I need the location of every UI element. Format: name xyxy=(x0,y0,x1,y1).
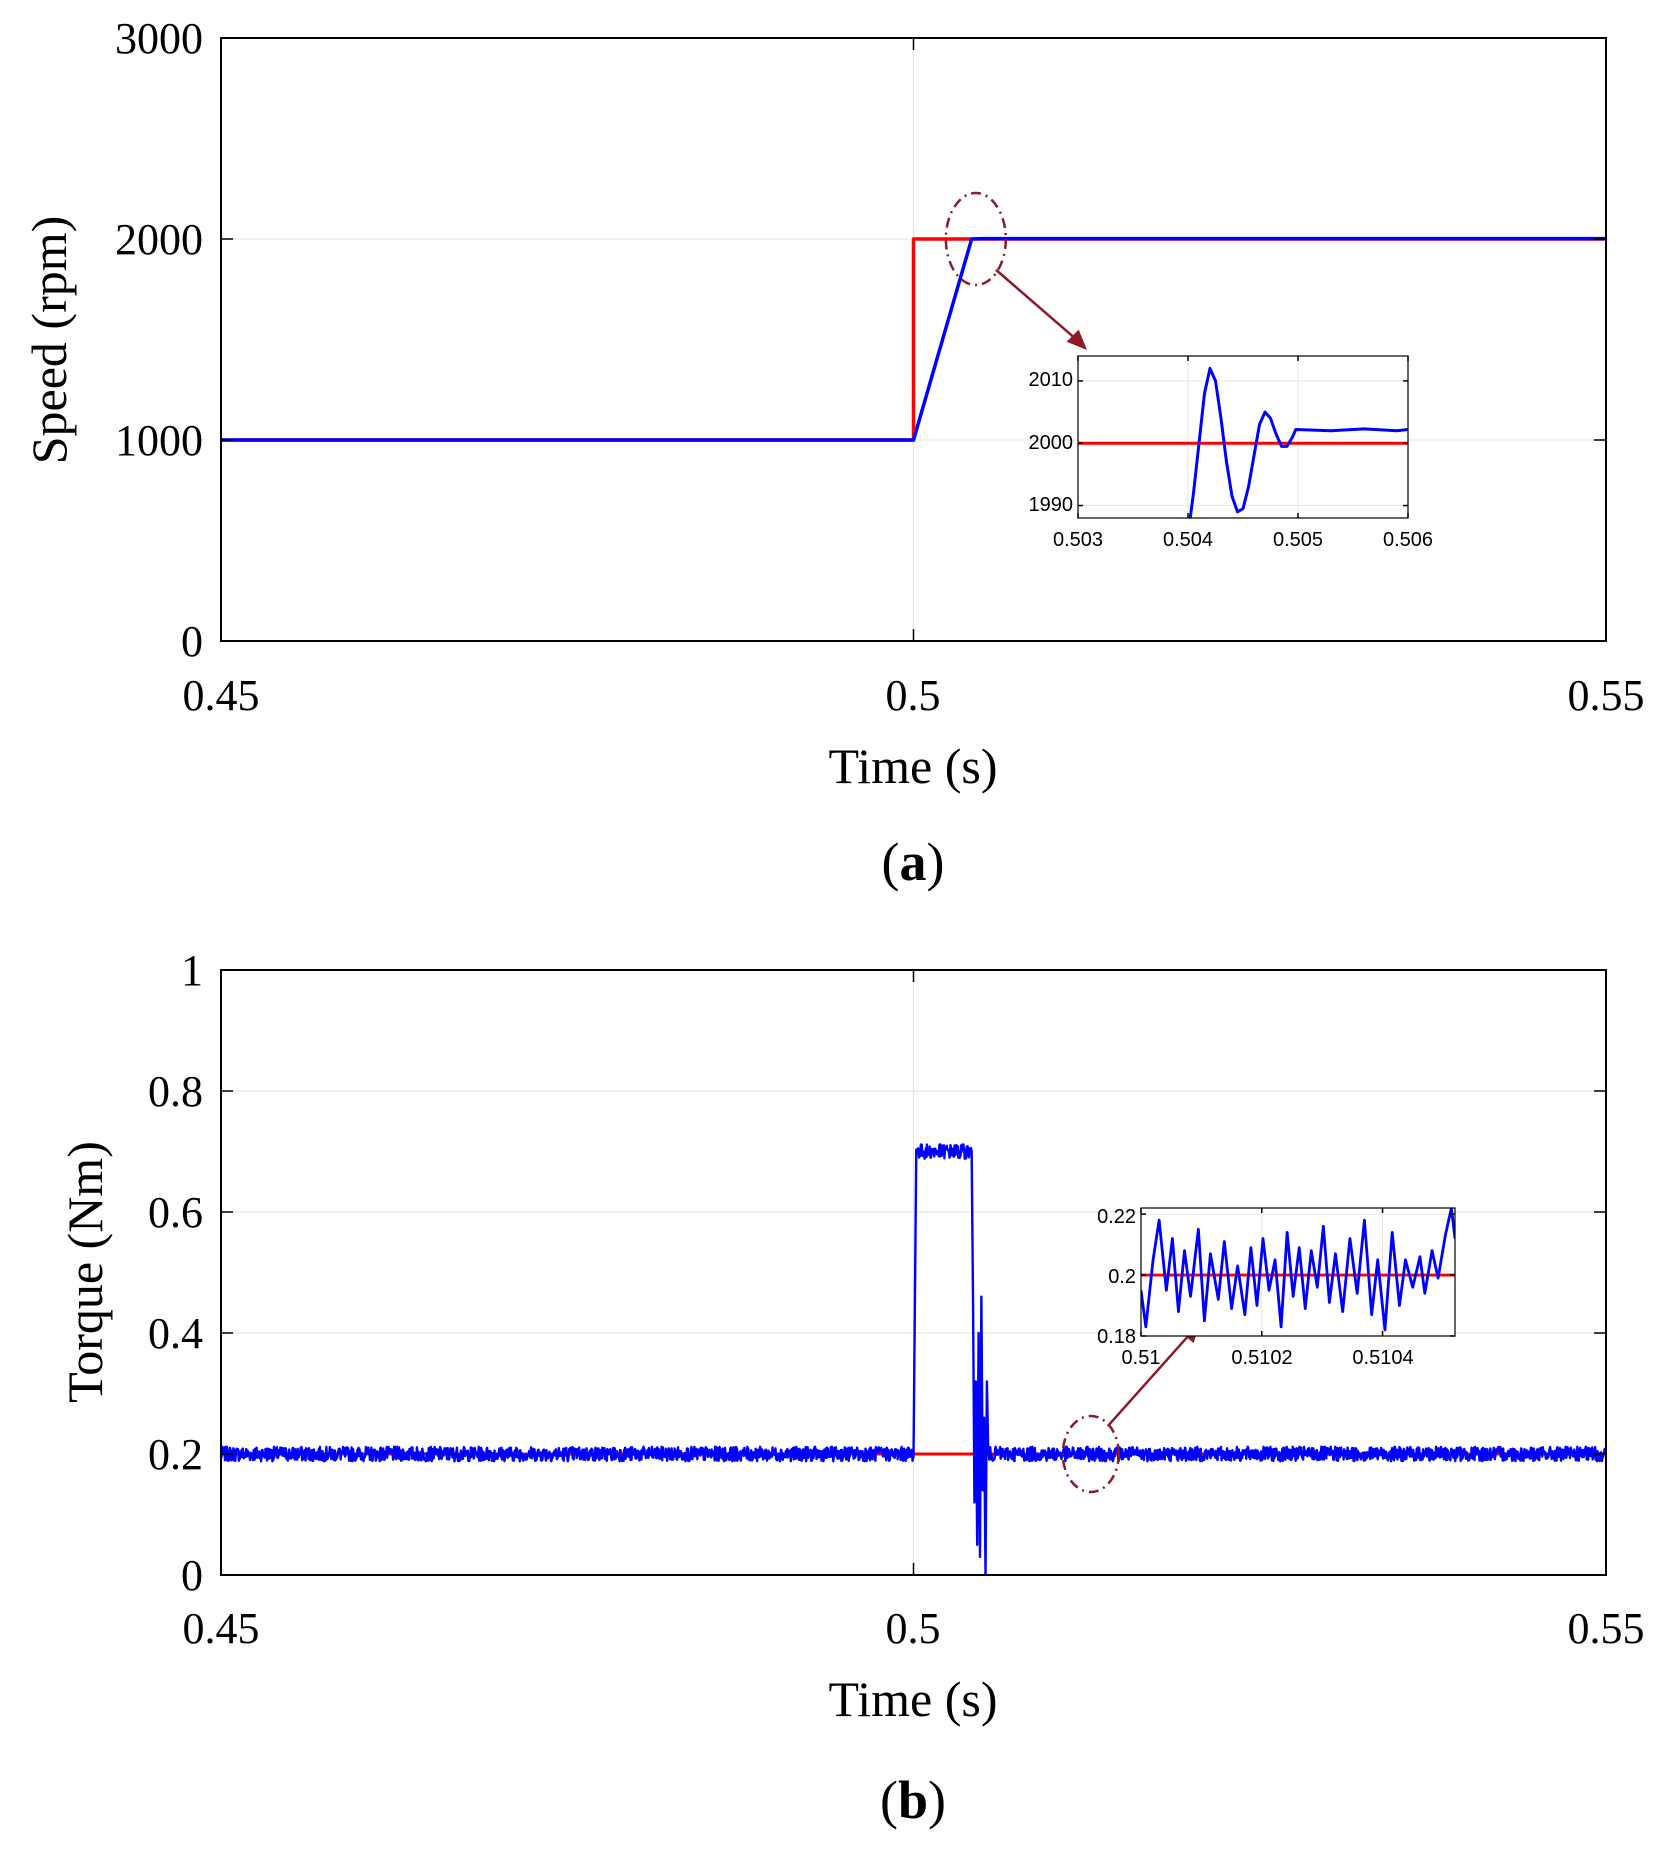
panel-a-caption: (a) xyxy=(882,832,945,892)
panel-a-zoom-arrow-head xyxy=(1066,329,1087,350)
panel-b-inset-ytick-0.22: 0.22 xyxy=(1097,1206,1136,1228)
panel-b-inset-series-actual xyxy=(1141,1208,1455,1332)
panel-b-inset-ytick-0.2: 0.2 xyxy=(1108,1266,1136,1288)
panel-b-xtick-0.55: 0.55 xyxy=(1568,1604,1645,1653)
panel-a-inset-ytick-1990: 1990 xyxy=(1029,494,1074,516)
panel-a-inset-frame xyxy=(1077,355,1409,519)
panel-a-inset-lines xyxy=(1078,366,1408,518)
panel-b-zoom-arrow-line xyxy=(1106,1331,1193,1428)
panel-b-ytick-1: 1 xyxy=(181,946,203,995)
panel-b-ytick-0: 0 xyxy=(181,1551,203,1600)
panel-a-inset-ytick-2000: 2000 xyxy=(1029,432,1074,454)
panel-a-zoom-annotation xyxy=(944,191,1087,350)
panel-a-ytick-2000: 2000 xyxy=(115,215,203,264)
panel-a-inset-xtick-0.503: 0.503 xyxy=(1053,529,1103,551)
panel-b-ytick-0.4: 0.4 xyxy=(148,1309,203,1358)
panel-b-xtick-0.45: 0.45 xyxy=(183,1604,260,1653)
panel-a-xtick-0.55: 0.55 xyxy=(1568,671,1645,720)
panel-b-ytick-0.2: 0.2 xyxy=(148,1430,203,1479)
panel-b-caption-letter: b xyxy=(898,1770,928,1830)
panel-b-ytick-0.8: 0.8 xyxy=(148,1067,203,1116)
panel-a-lines xyxy=(221,236,1606,442)
panel-a-inset-xtick-0.504: 0.504 xyxy=(1163,529,1213,551)
panel-a-ylabel: Speed (rpm) xyxy=(21,216,77,465)
panel-b-ylabel: Torque (Nm) xyxy=(57,1141,113,1403)
panel-b-zoom-ellipse xyxy=(1061,1414,1121,1494)
panel-a-ytick-0: 0 xyxy=(181,617,203,666)
panel-a-inset-xtick-0.506: 0.506 xyxy=(1383,529,1433,551)
panel-b-xtick-0.5: 0.5 xyxy=(886,1604,941,1653)
panel-b-xlabel: Time (s) xyxy=(828,1671,997,1727)
panel-a-zoom-arrow-line xyxy=(995,268,1078,342)
panel-a-xtick-0.5: 0.5 xyxy=(886,671,941,720)
panel-a-zoom-ellipse xyxy=(944,191,1008,287)
panel-b-inset-xtick-0.5102: 0.5102 xyxy=(1231,1347,1292,1369)
panel-a-xlabel: Time (s) xyxy=(828,738,997,794)
panel-a-inset-xtick-0.505: 0.505 xyxy=(1273,529,1323,551)
panel-b-inset-lines xyxy=(1141,1208,1455,1332)
panel-a: 0 1000 2000 3000 0.45 0.5 0.55 Time (s) … xyxy=(21,14,1645,892)
panel-a-inset-axis-ticks xyxy=(1077,356,1409,518)
panel-b-inset-xtick-0.51: 0.51 xyxy=(1122,1347,1161,1369)
panel-a-inset: 1990 2000 2010 0.503 0.504 0.505 0.506 xyxy=(1029,355,1433,551)
panel-a-inset-ytick-2010: 2010 xyxy=(1029,369,1074,391)
panel-b-ytick-0.6: 0.6 xyxy=(148,1188,203,1237)
panel-b-axis-ticks xyxy=(220,969,1607,1576)
panel-b-inset: 0.18 0.2 0.22 0.51 0.5102 0.5104 xyxy=(1097,1206,1456,1369)
panel-b-inset-xtick-0.5104: 0.5104 xyxy=(1352,1347,1413,1369)
panel-a-ytick-3000: 3000 xyxy=(115,14,203,63)
panel-b-inset-frame xyxy=(1140,1207,1456,1337)
panel-b-series-actual xyxy=(219,1143,1608,1577)
panel-a-inset-series-actual xyxy=(1188,366,1408,518)
panel-a-axis-ticks xyxy=(220,37,1607,642)
panel-a-series-actual xyxy=(221,236,1606,442)
panel-a-inset-background xyxy=(1078,356,1408,518)
panel-b-inset-axis-ticks xyxy=(1140,1208,1455,1337)
panel-b-lines xyxy=(219,1143,1608,1577)
panel-b: 0 0.2 0.4 0.6 0.8 1 0.45 0.5 0.55 Time (… xyxy=(57,946,1645,1830)
panel-a-xtick-0.45: 0.45 xyxy=(183,671,260,720)
panel-a-ytick-1000: 1000 xyxy=(115,416,203,465)
panel-b-caption: (b) xyxy=(880,1770,946,1830)
panel-a-caption-letter: a xyxy=(900,832,927,892)
panel-b-inset-ytick-0.18: 0.18 xyxy=(1097,1326,1136,1348)
